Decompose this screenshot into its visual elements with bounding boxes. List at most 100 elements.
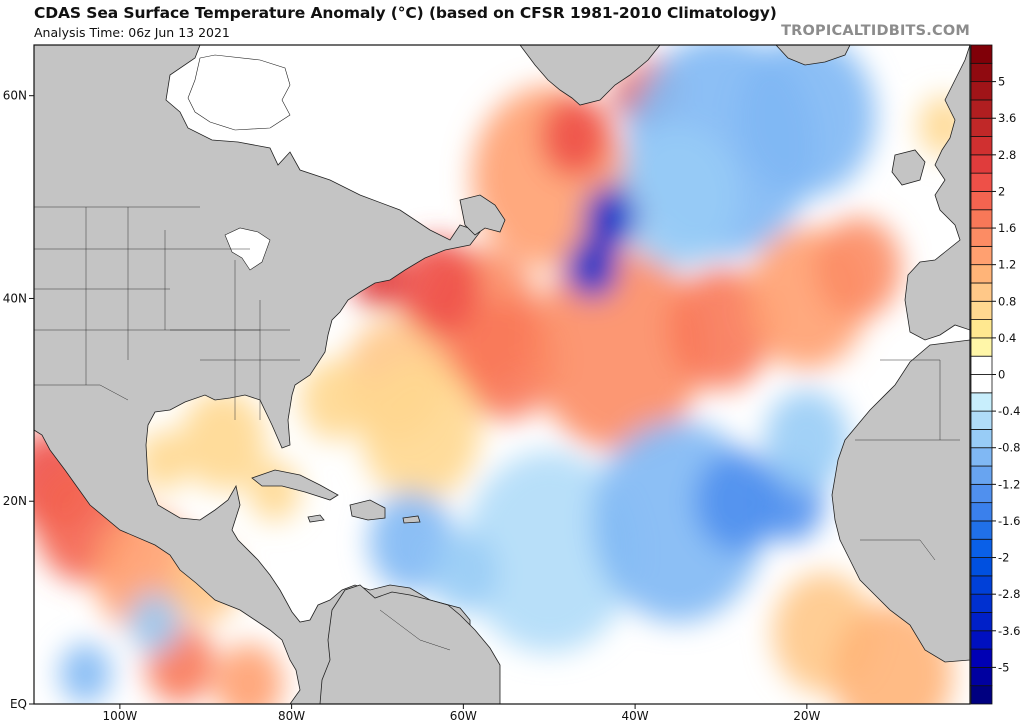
y-axis: 60N 40N 20N EQ <box>3 89 34 711</box>
colorbar-segment <box>970 117 993 137</box>
colorbar-label: -1.6 <box>998 514 1020 528</box>
colorbar-segment <box>970 447 993 467</box>
land-africa <box>831 339 970 663</box>
colorbar-segment <box>970 209 993 229</box>
colorbar-segment <box>970 666 993 687</box>
colorbar-segment <box>970 648 993 668</box>
land-iceland <box>775 45 851 66</box>
y-tick-label: 40N <box>3 291 27 305</box>
colorbar-label: -0.4 <box>998 404 1020 418</box>
colorbar-segment <box>970 630 993 650</box>
land-cuba <box>251 469 339 501</box>
colorbar-segment <box>970 483 993 504</box>
source-credit: TROPICALTIDBITS.COM <box>781 23 970 39</box>
x-tick-label: 40W <box>622 709 649 723</box>
colorbar-label: -2 <box>998 551 1009 565</box>
colorbar-label: 0 <box>998 368 1005 382</box>
colorbar-label: -1.2 <box>998 477 1020 491</box>
colorbar-label: 1.2 <box>998 258 1016 272</box>
hudson-bay <box>187 54 291 131</box>
colorbar-segment <box>970 575 993 595</box>
land-ireland <box>891 149 926 186</box>
anomaly-region <box>540 95 610 177</box>
map-title: CDAS Sea Surface Temperature Anomaly (°C… <box>34 4 777 22</box>
colorbar-segment <box>970 374 993 394</box>
colorbar-label: 5 <box>998 75 1005 89</box>
anomaly-region <box>128 592 181 654</box>
anomaly-region <box>59 643 112 704</box>
anomaly-region <box>300 359 369 441</box>
land-europe <box>904 45 970 341</box>
land-newfoundland <box>459 194 506 236</box>
anomaly-region <box>179 389 266 491</box>
land-masses <box>34 45 970 704</box>
land-south-america <box>319 584 501 704</box>
anomaly-region <box>738 45 876 197</box>
anomaly-region <box>531 248 704 451</box>
x-tick-label: 100W <box>102 709 137 723</box>
x-tick-label: 80W <box>278 709 305 723</box>
colorbar-segment <box>970 227 993 247</box>
colorbar-label: -3.6 <box>998 624 1020 638</box>
anomaly-region <box>695 450 782 552</box>
colorbar-segment <box>970 245 993 266</box>
colorbar-segment <box>970 465 993 485</box>
colorbar-label: -2.8 <box>998 587 1020 601</box>
colorbar-segment <box>970 337 993 357</box>
colorbar-label: 1.6 <box>998 221 1016 235</box>
colorbar-segment <box>970 557 993 577</box>
anomaly-region <box>815 217 902 319</box>
land-greenland <box>519 45 661 106</box>
anomaly-region <box>566 237 618 299</box>
colorbar-segment <box>970 593 993 613</box>
colorbar-label: 2 <box>998 184 1005 198</box>
x-tick-label: 20W <box>793 709 820 723</box>
colorbar-label: 2.8 <box>998 148 1016 162</box>
x-axis: 100W 80W 60W 40W 20W <box>102 704 821 723</box>
anomaly-region <box>583 187 636 248</box>
anomaly-region <box>428 531 498 613</box>
colorbar-segment <box>970 319 993 339</box>
colorbar-segment <box>970 62 993 83</box>
anomaly-region <box>137 430 189 491</box>
anomaly-field <box>34 45 970 704</box>
colorbar-segment <box>970 502 993 522</box>
anomaly-region <box>360 359 481 501</box>
colorbar-segment <box>970 172 993 192</box>
land-puerto-rico <box>402 515 421 524</box>
colorbar-segment <box>970 282 993 302</box>
colorbar: 5 3.6 2.8 2 1.6 1.2 0.8 0.4 0 -0.4 -0.8 -1.2 -1.6 -2 -… <box>970 44 1020 705</box>
colorbar-segment <box>970 612 993 632</box>
land-jamaica <box>307 514 325 523</box>
anomaly-region <box>463 450 636 653</box>
anomaly-region <box>214 643 284 704</box>
colorbar-segment <box>970 264 993 284</box>
colorbar-segment <box>970 538 993 558</box>
colorbar-segment <box>970 154 993 174</box>
y-tick-label: 60N <box>3 89 27 103</box>
y-tick-label: 20N <box>3 494 27 508</box>
x-tick-label: 60W <box>450 709 477 723</box>
colorbar-label: 0.4 <box>998 331 1016 345</box>
colorbar-segment <box>970 355 993 375</box>
colorbar-segment <box>970 392 993 412</box>
colorbar-segment <box>970 136 993 156</box>
land-hispaniola <box>349 499 386 521</box>
map-frame <box>33 44 971 705</box>
analysis-time: Analysis Time: 06z Jun 13 2021 <box>34 25 230 40</box>
colorbar-segment <box>970 685 993 705</box>
colorbar-segment <box>970 410 993 430</box>
political-borders <box>34 206 960 651</box>
colorbar-segment <box>970 300 993 320</box>
land-north-america <box>34 45 481 704</box>
y-tick-label: EQ <box>10 697 27 711</box>
colorbar-label: 0.8 <box>998 294 1016 308</box>
colorbar-segment <box>970 44 993 64</box>
colorbar-segment <box>970 99 993 119</box>
anomaly-region <box>617 126 739 268</box>
colorbar-label: 3.6 <box>998 111 1016 125</box>
colorbar-label: -5 <box>998 660 1009 674</box>
colorbar-label: -0.8 <box>998 441 1020 455</box>
colorbar-segment <box>970 520 993 540</box>
